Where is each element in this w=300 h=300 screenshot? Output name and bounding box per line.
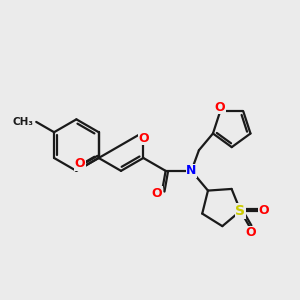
Text: S: S: [236, 204, 245, 218]
Text: O: O: [139, 132, 149, 145]
Text: O: O: [259, 204, 269, 218]
Text: O: O: [74, 157, 85, 170]
Text: O: O: [215, 100, 225, 113]
Text: O: O: [245, 226, 256, 239]
Text: O: O: [151, 187, 162, 200]
Text: CH₃: CH₃: [12, 117, 33, 127]
Text: N: N: [186, 164, 197, 177]
